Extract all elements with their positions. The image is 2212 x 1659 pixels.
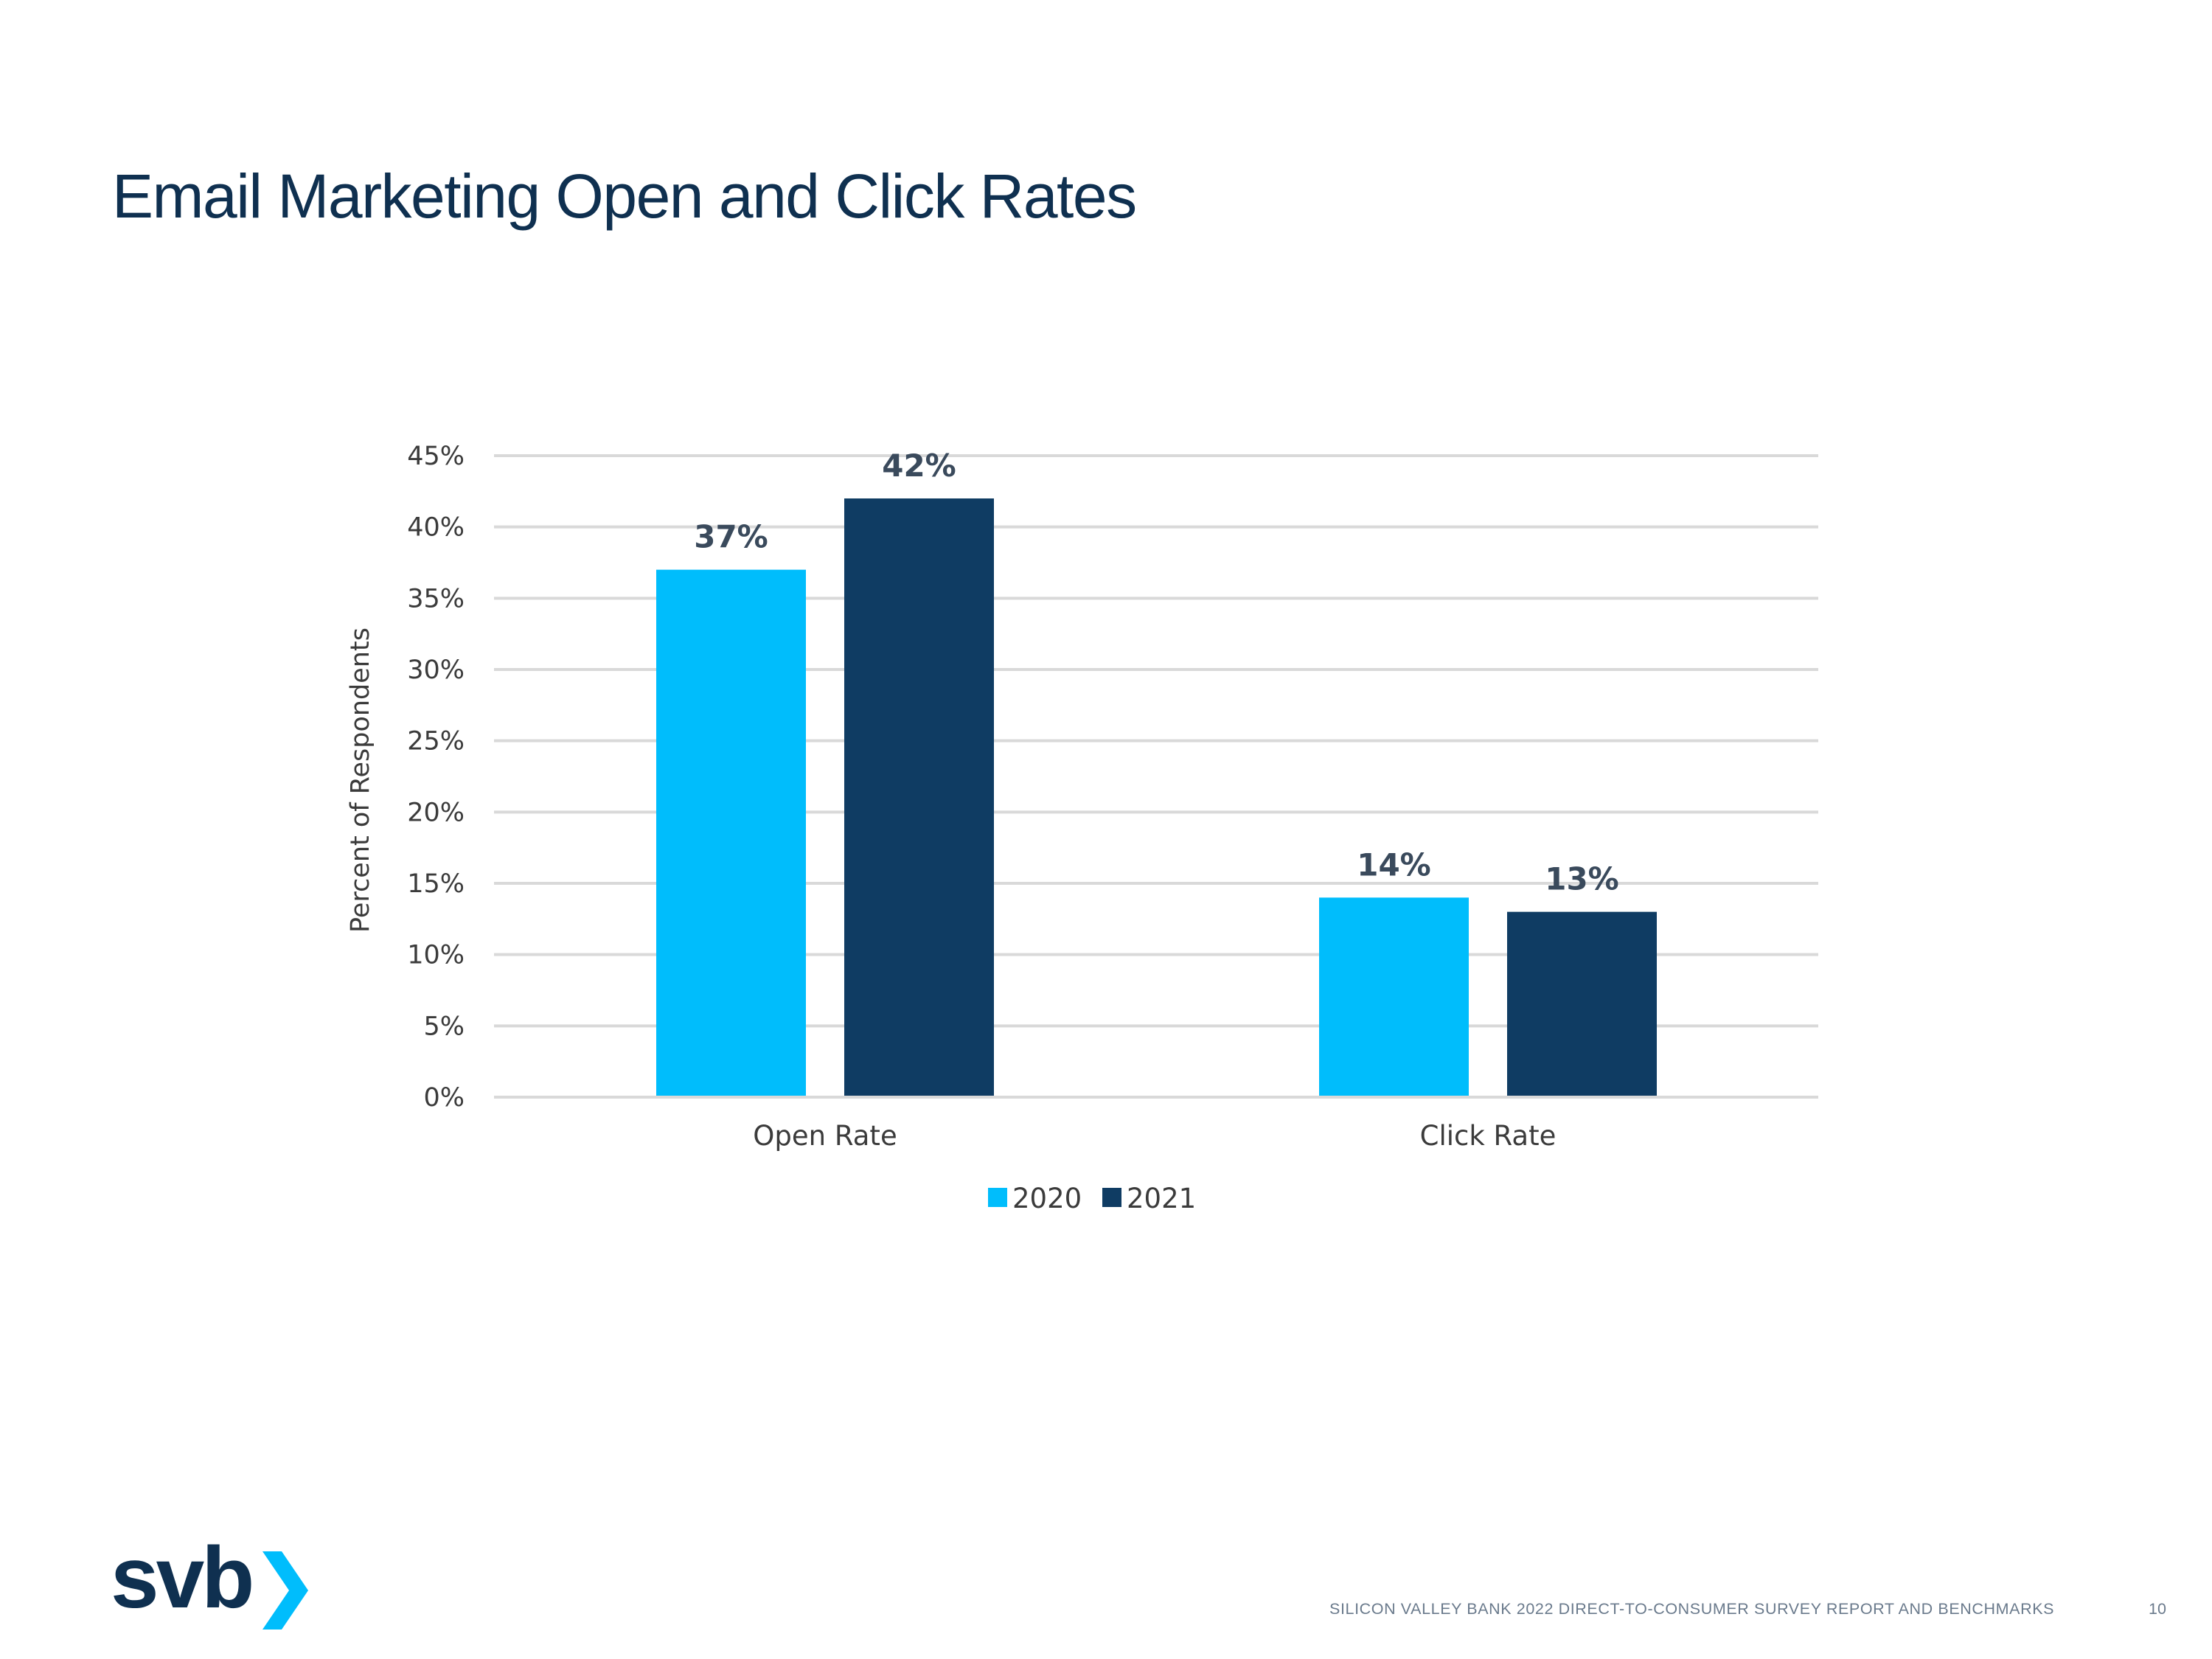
x-category-label: Open Rate [753, 1120, 897, 1152]
y-tick-label: 25% [407, 727, 465, 757]
x-category-label: Click Rate [1420, 1120, 1557, 1152]
bar-click-rate-2020 [1319, 897, 1469, 1096]
legend: 2020 2021 [988, 1183, 1196, 1214]
bars [656, 498, 1657, 1096]
page-number: 10 [2149, 1600, 2166, 1618]
data-labels: 37% 42% 14% 13% [694, 448, 1619, 897]
legend-swatch-2020 [988, 1188, 1007, 1207]
bar-click-rate-2021 [1507, 911, 1657, 1096]
page-title: Email Marketing Open and Click Rates [112, 161, 1137, 231]
y-tick-label: 30% [407, 655, 465, 685]
legend-label-2020: 2020 [1012, 1183, 1082, 1214]
y-tick-label: 35% [407, 584, 465, 613]
y-axis-tick-labels: 0% 5% 10% 15% 20% 25% 30% 35% 40% 45% [407, 442, 465, 1113]
y-tick-label: 5% [423, 1012, 465, 1041]
y-tick-label: 15% [407, 869, 465, 899]
y-tick-label: 40% [407, 513, 465, 543]
data-label: 42% [882, 448, 956, 484]
legend-swatch-2021 [1102, 1188, 1121, 1207]
legend-label-2021: 2021 [1127, 1183, 1196, 1214]
y-tick-label: 10% [407, 941, 465, 970]
footer-report-title: SILICON VALLEY BANK 2022 DIRECT-TO-CONSU… [1329, 1600, 2055, 1618]
bar-open-rate-2021 [844, 498, 994, 1096]
data-label: 37% [694, 519, 768, 555]
logo-wordmark: svb [111, 1531, 251, 1627]
chevron-right-icon [262, 1551, 308, 1630]
data-label: 13% [1545, 861, 1619, 897]
y-tick-label: 20% [407, 798, 465, 827]
bar-open-rate-2020 [656, 569, 806, 1096]
svb-logo: svb [111, 1531, 308, 1630]
y-axis-title: Percent of Respondents [346, 627, 375, 933]
x-axis-category-labels: Open Rate Click Rate [753, 1120, 1556, 1152]
data-label: 14% [1357, 846, 1431, 883]
y-tick-label: 45% [407, 442, 465, 471]
y-tick-label: 0% [423, 1083, 465, 1113]
